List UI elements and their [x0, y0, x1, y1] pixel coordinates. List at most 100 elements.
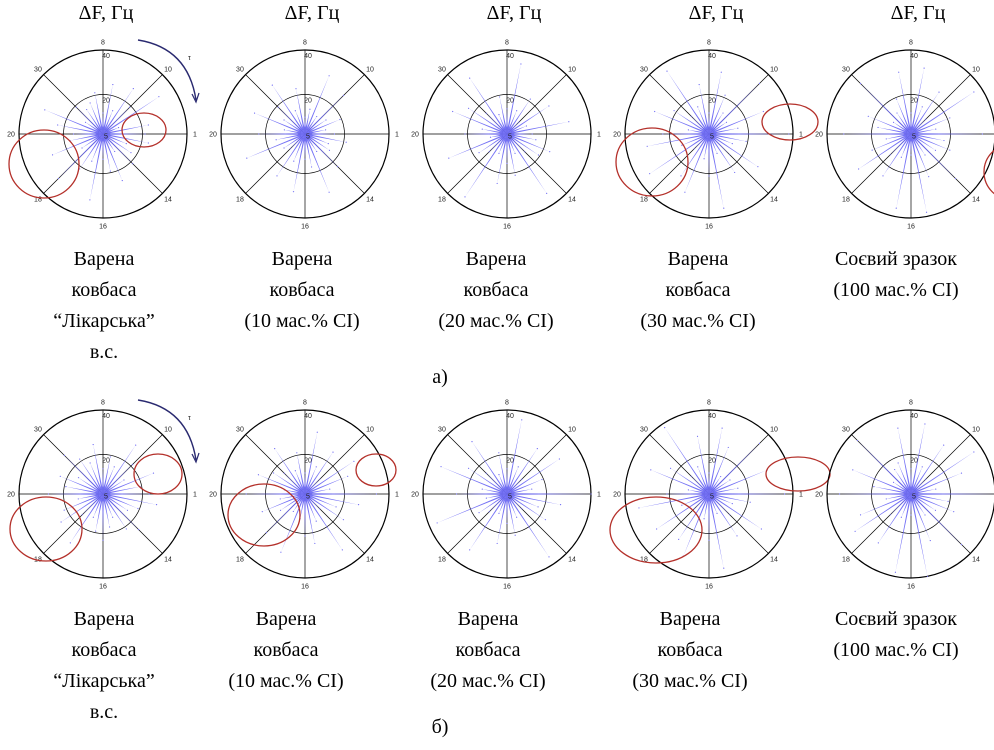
radial-tick-label: 20 — [708, 98, 716, 105]
data-point — [499, 96, 501, 98]
data-point — [729, 514, 731, 516]
caption-line: (100 мас.% СІ) — [833, 639, 959, 661]
data-point — [60, 521, 62, 523]
data-point — [924, 423, 926, 425]
data-point — [279, 509, 282, 511]
radial-tick-label: 20 — [304, 458, 312, 465]
angular-tick-label: 10 — [366, 426, 374, 433]
data-point — [696, 435, 699, 437]
data-point — [666, 493, 668, 495]
data-point — [935, 128, 937, 130]
data-point — [328, 149, 331, 151]
data-point — [758, 82, 761, 85]
data-point — [86, 108, 88, 111]
angular-tick-label: 10 — [164, 66, 172, 73]
data-point — [723, 207, 725, 209]
data-point — [304, 472, 306, 474]
radar-chart-a-2: 1 10 8 30 20 18 16 14 5 20 40 — [208, 36, 408, 236]
highlight-ellipse — [9, 496, 83, 562]
data-point — [529, 98, 531, 100]
data-point — [469, 77, 471, 79]
data-point — [520, 63, 522, 65]
data-point — [77, 477, 80, 479]
data-point — [720, 475, 722, 478]
data-point — [125, 143, 127, 145]
data-point — [341, 549, 343, 551]
radial-tick-label: 40 — [102, 413, 110, 420]
caption-line: Варена — [73, 608, 135, 630]
highlight-ellipse — [609, 496, 703, 564]
angular-tick-label: 18 — [438, 557, 446, 564]
data-point — [328, 191, 330, 193]
data-point — [304, 535, 306, 537]
data-point — [537, 506, 539, 508]
rotation-arrow — [137, 39, 197, 101]
radial-tick-label: 40 — [304, 413, 312, 420]
data-point — [897, 427, 899, 429]
angular-tick-label: 18 — [640, 197, 648, 204]
data-point — [531, 133, 533, 135]
angular-tick-label: 1 — [597, 132, 601, 139]
angular-tick-label: 1 — [597, 492, 601, 499]
highlight-ellipse — [8, 129, 80, 199]
radial-tick-label: 5 — [912, 134, 916, 141]
data-area — [839, 424, 994, 577]
angular-tick-label: 20 — [613, 492, 621, 499]
caption-a-5: Соєвий зразок (100 мас.% СІ) — [806, 244, 986, 306]
angular-tick-label: 16 — [907, 224, 915, 231]
data-point — [654, 110, 656, 113]
data-point — [137, 507, 139, 510]
data-point — [130, 152, 132, 154]
data-point — [716, 512, 718, 515]
data-point — [729, 154, 731, 156]
data-point — [81, 514, 83, 516]
data-point — [734, 171, 736, 174]
data-point — [485, 497, 488, 499]
data-point — [514, 152, 516, 155]
data-point — [319, 508, 321, 510]
caption-line: Варена — [667, 248, 729, 270]
caption-line: ковбаса — [455, 639, 521, 661]
caption-line: ковбаса — [657, 639, 723, 661]
data-point — [518, 121, 520, 123]
angular-tick-label: 10 — [770, 66, 778, 73]
data-point — [335, 506, 337, 508]
data-point — [749, 501, 751, 503]
data-point — [947, 500, 949, 502]
caption-line: в.с. — [89, 341, 119, 363]
angular-tick-label: 18 — [842, 197, 850, 204]
data-point — [723, 567, 725, 569]
angular-tick-label: 14 — [164, 557, 172, 564]
data-point — [934, 149, 937, 151]
rotation-arrowhead — [191, 452, 200, 464]
data-point — [531, 488, 533, 490]
data-point — [708, 112, 710, 114]
data-point — [935, 488, 937, 490]
data-point — [646, 145, 648, 147]
data-point — [464, 196, 466, 198]
data-point — [79, 458, 81, 460]
data-point — [339, 118, 341, 121]
data-point — [295, 88, 297, 90]
panel-label-b: б) — [431, 716, 449, 738]
data-point — [708, 472, 710, 474]
data-point — [736, 535, 738, 537]
data-point — [316, 150, 318, 153]
data-point — [498, 512, 500, 515]
data-point — [304, 158, 306, 160]
data-point — [77, 498, 79, 500]
angular-tick-label: 20 — [815, 132, 823, 139]
caption-b-2: Варена ковбаса (10 мас.% СІ) — [196, 604, 376, 697]
axis-header: ΔF, Гц — [688, 2, 744, 24]
data-point — [549, 151, 551, 153]
data-point — [276, 175, 278, 177]
angular-tick-label: 20 — [209, 492, 217, 499]
data-point — [469, 549, 471, 551]
radar-svg: 1 10 8 30 20 18 16 14 5 20 40 — [209, 400, 399, 591]
angular-tick-label: 8 — [909, 40, 913, 47]
data-point — [517, 466, 519, 468]
data-point — [57, 124, 59, 126]
data-point — [357, 504, 360, 506]
data-point — [481, 488, 483, 490]
data-point — [337, 166, 339, 168]
